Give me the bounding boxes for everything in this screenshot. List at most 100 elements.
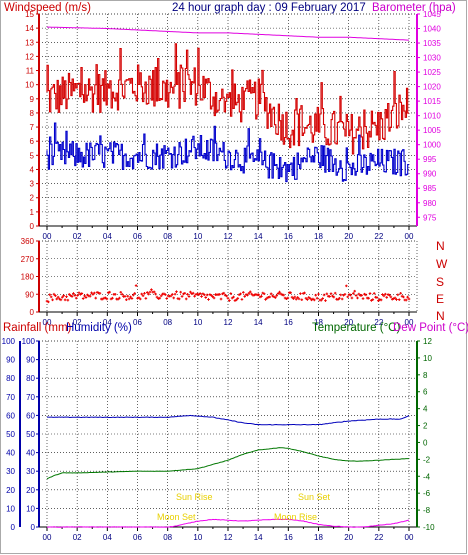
direction-point bbox=[248, 290, 252, 294]
series-barometer bbox=[47, 26, 409, 41]
direction-point bbox=[84, 296, 88, 299]
direction-point bbox=[56, 295, 60, 299]
x-tick-label: 20 bbox=[344, 232, 353, 241]
x-tick-label: 14 bbox=[254, 318, 263, 327]
direction-point bbox=[407, 297, 411, 301]
direction-point bbox=[350, 296, 354, 300]
x-tick-label: 18 bbox=[314, 318, 323, 327]
humidity-tick-label: 90 bbox=[26, 356, 35, 365]
series-humidity bbox=[47, 414, 410, 426]
direction-point bbox=[164, 293, 167, 296]
direction-point bbox=[80, 292, 84, 295]
direction-point bbox=[86, 293, 89, 297]
direction-point bbox=[299, 292, 302, 295]
direction-point bbox=[354, 294, 358, 297]
direction-label-w: W bbox=[436, 257, 448, 271]
y-left-tick-label: 3 bbox=[30, 180, 35, 189]
direction-point bbox=[317, 292, 320, 296]
y-left-tick-label: 6 bbox=[30, 137, 35, 146]
direction-point bbox=[191, 291, 195, 295]
direction-point bbox=[296, 296, 299, 299]
humidity-tick-label: 50 bbox=[26, 430, 35, 439]
direction-point bbox=[257, 293, 260, 297]
direction-point bbox=[51, 298, 54, 302]
moon-rise-annotation: Moon Rise bbox=[274, 512, 317, 522]
direction-point bbox=[357, 292, 361, 296]
y-left-tick-label: 7 bbox=[30, 123, 35, 132]
x-tick-label: 10 bbox=[193, 318, 202, 327]
direction-point bbox=[242, 291, 245, 294]
y-right-tick-label: 8 bbox=[423, 371, 428, 380]
direction-point bbox=[45, 299, 49, 303]
direction-point bbox=[79, 293, 82, 296]
direction-point bbox=[390, 297, 394, 301]
direction-point bbox=[303, 291, 306, 295]
y-right-tick-label: 2 bbox=[423, 422, 428, 431]
direction-point bbox=[406, 295, 409, 299]
direction-point bbox=[229, 292, 233, 295]
y-left-tick-label: 100 bbox=[2, 337, 16, 346]
direction-point bbox=[343, 292, 347, 296]
x-tick-label: 16 bbox=[284, 232, 293, 241]
direction-point bbox=[268, 295, 272, 299]
y-left-tick-label: 0 bbox=[30, 222, 35, 231]
humidity-tick-label: 80 bbox=[26, 374, 35, 383]
direction-point bbox=[246, 293, 249, 297]
direction-point bbox=[48, 293, 52, 297]
direction-point bbox=[261, 291, 265, 295]
direction-point bbox=[297, 297, 301, 301]
y-right-tick-label: 1005 bbox=[423, 126, 441, 135]
direction-point bbox=[130, 297, 134, 300]
barometer-title: Barometer (hpa) bbox=[372, 2, 456, 14]
direction-point bbox=[72, 292, 75, 295]
direction-point bbox=[116, 297, 120, 301]
direction-point bbox=[260, 295, 263, 298]
y-right-tick-label: 1020 bbox=[423, 83, 441, 92]
x-tick-label: 14 bbox=[254, 232, 263, 241]
direction-point bbox=[132, 293, 135, 297]
humidity-tick-label: 60 bbox=[26, 411, 35, 420]
direction-point bbox=[382, 294, 386, 298]
direction-point bbox=[69, 294, 72, 297]
direction-point bbox=[289, 291, 292, 295]
direction-point bbox=[264, 298, 267, 301]
x-tick-label: 02 bbox=[73, 232, 82, 241]
direction-point bbox=[55, 297, 59, 301]
direction-point bbox=[140, 292, 143, 296]
x-tick-label: 06 bbox=[133, 232, 142, 241]
direction-point bbox=[233, 299, 237, 302]
direction-point bbox=[219, 297, 223, 301]
direction-point bbox=[175, 290, 178, 293]
direction-point bbox=[244, 293, 248, 296]
direction-point bbox=[313, 298, 316, 302]
y-right-tick-label: 1040 bbox=[423, 25, 441, 34]
direction-point bbox=[310, 298, 313, 302]
direction-point bbox=[123, 295, 127, 298]
y-left-tick-label: 70 bbox=[6, 393, 15, 402]
sun-rise-annotation: Sun Rise bbox=[176, 492, 213, 502]
y-right-tick-label: 985 bbox=[423, 184, 437, 193]
direction-point bbox=[189, 290, 192, 294]
direction-point bbox=[361, 297, 365, 300]
direction-label-e: E bbox=[436, 292, 444, 306]
direction-point bbox=[285, 297, 288, 301]
x-tick-label: 22 bbox=[374, 232, 383, 241]
direction-point bbox=[353, 289, 356, 293]
direction-point bbox=[54, 294, 57, 297]
y-right-tick-label: -4 bbox=[423, 472, 431, 481]
direction-point bbox=[173, 292, 177, 296]
dewpoint-title: Dew Point (°C) bbox=[393, 322, 468, 334]
y-right-tick-label: 0 bbox=[423, 438, 428, 447]
plot-border bbox=[38, 240, 418, 313]
direction-point bbox=[49, 295, 53, 299]
direction-point bbox=[342, 293, 345, 297]
y-left-tick-label: 4 bbox=[30, 165, 35, 174]
direction-point bbox=[243, 295, 247, 298]
direction-point bbox=[230, 296, 234, 300]
direction-point bbox=[370, 299, 373, 302]
direction-point bbox=[101, 297, 104, 301]
direction-point bbox=[253, 293, 256, 297]
humidity-title: Humidity (%) bbox=[66, 322, 132, 334]
sun-set-annotation: Sun Set bbox=[298, 492, 331, 502]
